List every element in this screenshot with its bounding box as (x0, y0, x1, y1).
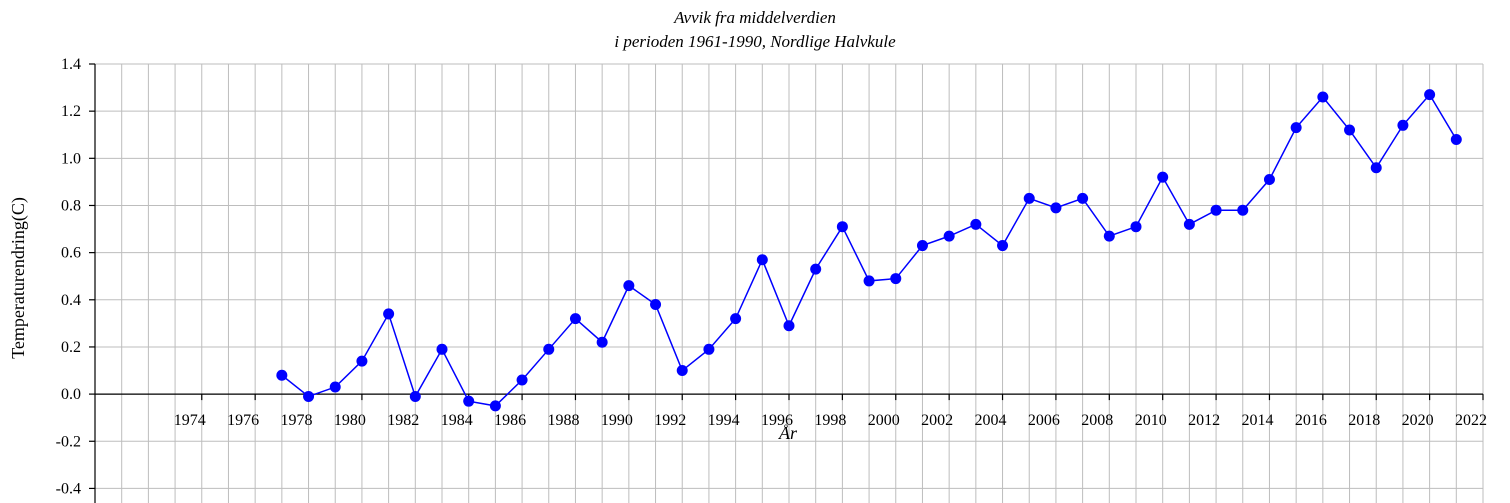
data-point (1130, 221, 1142, 233)
data-point (1157, 171, 1169, 183)
data-point (1237, 204, 1249, 216)
data-point (1344, 124, 1356, 136)
data-point (356, 355, 368, 367)
data-point (1397, 119, 1409, 131)
data-point (489, 400, 501, 412)
data-point (703, 343, 715, 355)
gridlines (94, 63, 1484, 503)
y-tick-labels: -0.4 -0.2 0.0 0.2 0.4 0.6 0.8 1.0 1.2 1.4 (56, 56, 81, 497)
data-point (1183, 218, 1195, 230)
data-point (1077, 192, 1089, 204)
data-point (1210, 204, 1222, 216)
data-point (516, 374, 528, 386)
data-point (863, 275, 875, 287)
data-point (783, 320, 795, 332)
data-points (276, 89, 1462, 412)
y-axis-label: Temperaturendring(C) (8, 197, 29, 359)
x-tick-label: 2014 (1241, 412, 1273, 429)
x-tick-label: 2006 (1028, 412, 1060, 429)
data-point (409, 390, 421, 402)
data-point (329, 381, 341, 393)
x-tick-label: 1992 (654, 412, 686, 429)
data-point (836, 221, 848, 233)
x-axis-label: År (778, 423, 798, 443)
chart-title-line-1: Avvik fra middelverdien (673, 8, 836, 27)
data-point (1317, 91, 1329, 103)
chart-title-line-2: i perioden 1961-1990, Nordlige Halvkule (614, 32, 896, 51)
x-tick-label: 2004 (975, 412, 1007, 429)
y-tick-label: 0.2 (61, 339, 81, 356)
data-point (1263, 174, 1275, 186)
y-tick-label: 0.0 (61, 386, 81, 403)
x-tick-label: 1990 (601, 412, 633, 429)
data-point (1050, 202, 1062, 214)
y-tick-label: 1.0 (61, 150, 81, 167)
data-point (997, 240, 1009, 252)
data-point (303, 390, 315, 402)
x-tick-label: 2018 (1348, 412, 1380, 429)
x-tick-label: 1974 (174, 412, 206, 429)
data-point (943, 230, 955, 242)
data-point (436, 343, 448, 355)
x-tick-label: 1980 (334, 412, 366, 429)
x-tick-label: 1982 (387, 412, 419, 429)
axes (89, 63, 1484, 503)
x-tick-label: 1976 (227, 412, 259, 429)
x-tick-label: 1986 (494, 412, 526, 429)
data-point (1450, 133, 1462, 145)
x-tick-label: 1996 (761, 412, 793, 429)
data-point (596, 336, 608, 348)
y-tick-label: -0.2 (56, 433, 81, 450)
data-point (970, 218, 982, 230)
x-tick-label: 2000 (868, 412, 900, 429)
x-tick-label: 1978 (281, 412, 313, 429)
y-tick-label: -0.4 (56, 480, 81, 497)
data-point (676, 365, 688, 377)
x-tick-label: 1984 (441, 412, 473, 429)
x-tick-label: 1994 (708, 412, 740, 429)
data-point (569, 313, 581, 325)
data-point (1023, 192, 1035, 204)
data-point (1370, 162, 1382, 174)
x-tick-label: 2010 (1135, 412, 1167, 429)
data-point (383, 308, 395, 320)
data-point (810, 263, 822, 275)
data-point (623, 280, 635, 292)
data-point (730, 313, 742, 325)
y-tick-label: 0.8 (61, 197, 81, 214)
data-point (1424, 89, 1436, 101)
x-tick-label: 2002 (921, 412, 953, 429)
y-tick-label: 1.2 (61, 103, 81, 120)
data-point (1290, 122, 1302, 134)
x-tick-label: 2020 (1402, 412, 1434, 429)
x-tick-label: 2016 (1295, 412, 1327, 429)
data-point (890, 273, 902, 285)
x-tick-label: 1988 (547, 412, 579, 429)
data-point (463, 395, 475, 407)
data-point (543, 343, 555, 355)
data-point (1103, 230, 1115, 242)
data-point (916, 240, 928, 252)
x-tick-label: 2008 (1081, 412, 1113, 429)
x-tick-label: 1998 (814, 412, 846, 429)
x-tick-label: 2012 (1188, 412, 1220, 429)
y-tick-label: 0.4 (61, 292, 81, 309)
x-tick-labels: 1974 1976 1978 1980 1982 1984 1986 1988 1990 1992… (174, 412, 1487, 429)
x-tick-label: 2022 (1455, 412, 1487, 429)
y-tick-label: 1.4 (61, 56, 81, 73)
data-point (276, 369, 288, 381)
data-point (650, 299, 662, 311)
data-point (756, 254, 768, 266)
y-tick-label: 0.6 (61, 245, 81, 262)
